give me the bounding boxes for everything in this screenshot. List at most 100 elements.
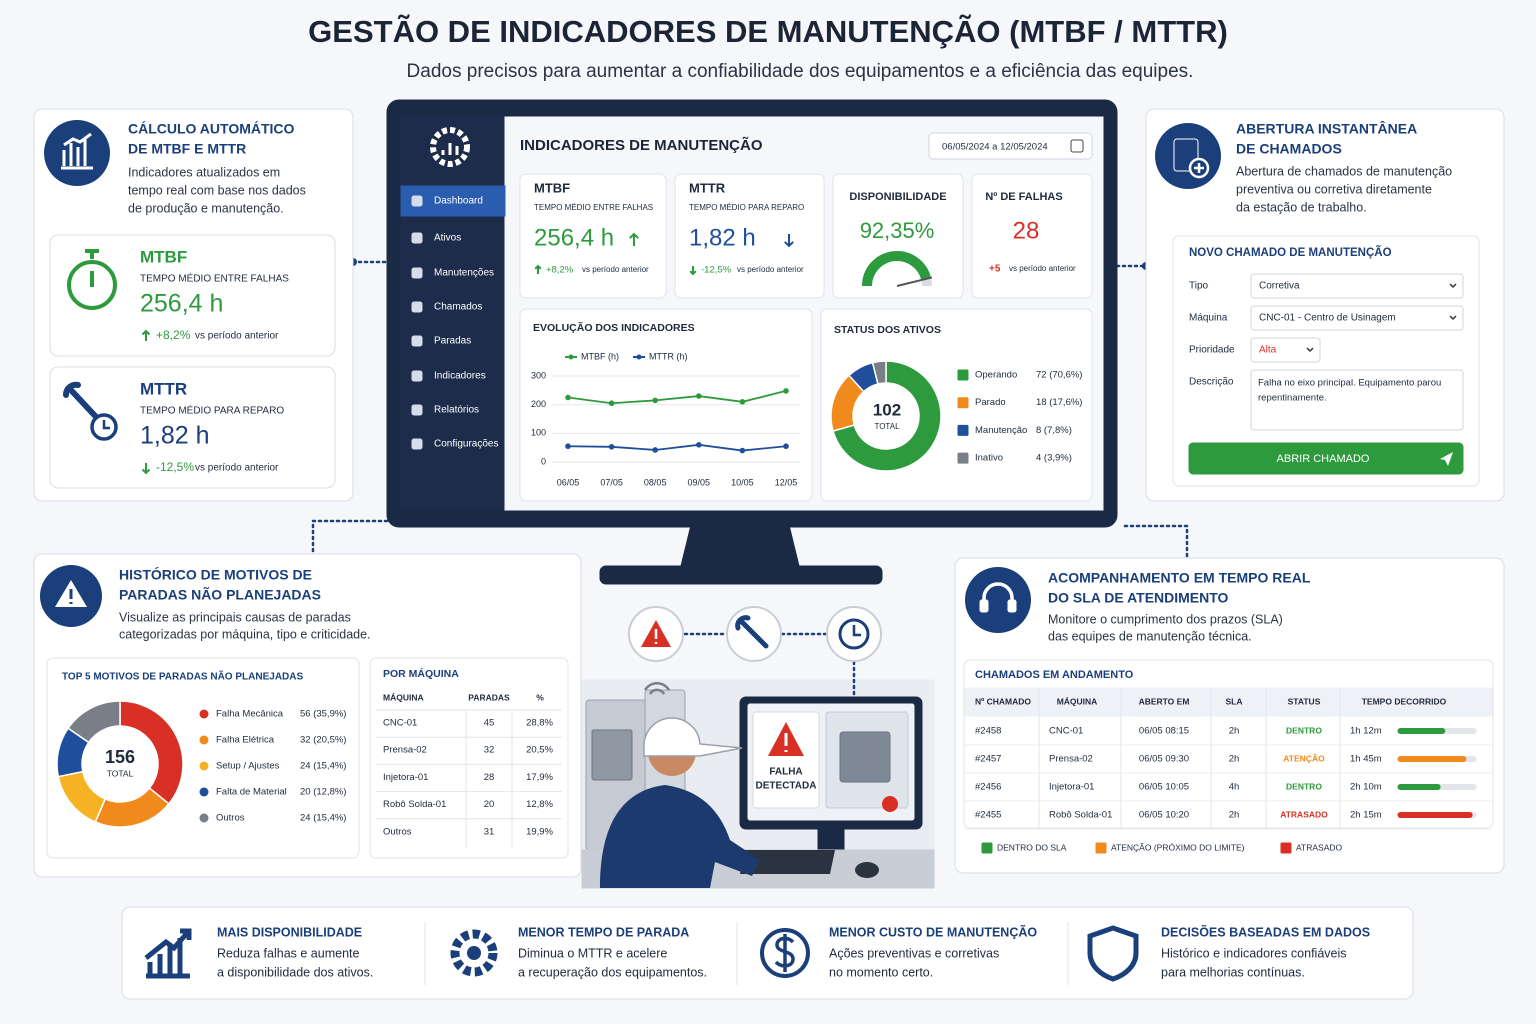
panel-text: preventiva ou corretiva diretamente xyxy=(1236,182,1432,196)
legend-label: Setup / Ajustes xyxy=(216,761,280,772)
machine xyxy=(591,729,633,781)
progress-bar xyxy=(1397,812,1473,818)
field-value: Alta xyxy=(1259,345,1277,356)
legend-label: Inativo xyxy=(975,453,1003,464)
menu-icon xyxy=(411,267,423,279)
kpi-name: DISPONIBILIDADE xyxy=(849,191,946,203)
series-line xyxy=(567,443,787,452)
kpi-change: -12,5% xyxy=(701,265,732,276)
legend-label: Falta de Material xyxy=(216,787,287,798)
menu-icon xyxy=(411,370,423,382)
metric-desc: TEMPO MÉDIO PARA REPARO xyxy=(140,404,284,417)
legend-label: ATENÇÃO (PRÓXIMO DO LIMITE) xyxy=(1111,842,1245,852)
benefit-icon xyxy=(760,928,810,978)
legend-label: MTBF (h) xyxy=(581,351,619,361)
legend-value: 72 (70,6%) xyxy=(1036,370,1082,381)
menu-label: Dashboard xyxy=(434,196,483,207)
data-point xyxy=(696,393,702,399)
metric-card xyxy=(49,234,336,357)
legend-swatch xyxy=(957,424,969,436)
status-cell: DENTRO xyxy=(1286,725,1322,735)
table-cell: Robô Solda-01 xyxy=(1049,810,1112,821)
field-label: Prioridade xyxy=(1189,345,1235,356)
data-point xyxy=(565,443,571,450)
y-tick-label: 300 xyxy=(531,370,546,380)
panel-title: DO SLA DE ATENDIMENTO xyxy=(1048,590,1229,606)
legend-swatch xyxy=(981,842,993,854)
table-title: POR MÁQUINA xyxy=(383,667,459,680)
select-chevron xyxy=(1449,283,1457,289)
menu-icon xyxy=(411,232,423,244)
select-field[interactable] xyxy=(1250,273,1464,299)
table-cell: 28 xyxy=(484,772,495,783)
mouse xyxy=(855,862,879,878)
trend-arrow xyxy=(141,329,151,341)
kpi-card xyxy=(674,173,825,299)
table-cell: Outros xyxy=(383,826,412,837)
menu-icon xyxy=(411,404,423,416)
table-cell: #2458 xyxy=(975,726,1001,737)
date-picker[interactable] xyxy=(928,132,1093,160)
x-tick-label: 10/05 xyxy=(731,477,754,487)
x-tick-label: 09/05 xyxy=(688,477,711,487)
calendar-icon xyxy=(1070,139,1084,153)
benefit-title: MENOR TEMPO DE PARADA xyxy=(518,925,689,939)
trend-arrow xyxy=(141,463,151,475)
column-header: Nº CHAMADO xyxy=(975,696,1031,706)
icon-clock xyxy=(102,420,110,430)
status-icon-clock xyxy=(838,618,870,650)
table-cell: 31 xyxy=(484,826,495,837)
table-cell: 2h 10m xyxy=(1350,782,1382,793)
progress-bar xyxy=(1397,728,1446,734)
benefit-icon xyxy=(1087,925,1139,982)
table-cell: 2h xyxy=(1229,754,1240,765)
benefit-text: Diminua o MTTR e acelere xyxy=(518,946,667,960)
table-title: CHAMADOS EM ANDAMENTO xyxy=(975,669,1134,681)
legend-label: MTTR (h) xyxy=(649,351,688,361)
select-field[interactable] xyxy=(1250,337,1321,363)
table-cell: CNC-01 xyxy=(383,718,417,729)
donut-segment xyxy=(67,700,121,744)
legend-swatch xyxy=(1095,842,1107,854)
benefit-text: no momento certo. xyxy=(829,965,933,979)
column-header: ABERTO EM xyxy=(1139,696,1190,706)
legend-value: 20 (12,8%) xyxy=(300,787,346,798)
dashboard-title: INDICADORES DE MANUTENÇÃO xyxy=(520,136,763,154)
kpi-desc: TEMPO MÉDIO ENTRE FALHAS xyxy=(534,203,653,212)
donut-segment xyxy=(871,360,887,385)
table-cell: 20 xyxy=(484,799,495,810)
worker-body xyxy=(600,785,760,888)
menu-icon xyxy=(411,335,423,347)
legend-label: Manutenção xyxy=(975,425,1027,436)
donut-total-label: TOTAL xyxy=(874,422,900,431)
submit-button[interactable] xyxy=(1188,442,1464,475)
chart-title: STATUS DOS ATIVOS xyxy=(834,324,941,336)
icon-circle xyxy=(965,567,1031,633)
kpi-value: 28 xyxy=(1013,217,1040,244)
panel-title: ACOMPANHAMENTO EM TEMPO REAL xyxy=(1048,570,1311,586)
donut-total: 102 xyxy=(873,400,901,419)
metric-card xyxy=(49,366,336,489)
panel-text: Indicadores atualizados em xyxy=(128,165,280,179)
field-value: CNC-01 - Centro de Usinagem xyxy=(1259,313,1396,324)
field-label: Tipo xyxy=(1189,281,1209,292)
kpi-value: 1,82 h xyxy=(689,224,756,251)
data-point xyxy=(652,397,658,404)
table-cell: Prensa-02 xyxy=(1049,754,1093,765)
metric-name: MTTR xyxy=(140,379,187,398)
select-field[interactable] xyxy=(1250,305,1464,331)
textarea-field[interactable] xyxy=(1250,369,1464,431)
app-logo xyxy=(441,143,459,155)
table-cell: 06/05 10:05 xyxy=(1139,782,1189,793)
kpi-card xyxy=(971,173,1093,299)
benefit-text: Ações preventivas e corretivas xyxy=(829,946,999,960)
column-header: PARADAS xyxy=(468,692,510,702)
status-cell: ATRASADO xyxy=(1280,809,1328,819)
kpi-change-note: vs período anterior xyxy=(737,265,804,274)
app-logo xyxy=(430,127,470,167)
donut-total-label: TOTAL xyxy=(107,768,134,778)
benefit-icon xyxy=(144,928,192,979)
data-point xyxy=(783,388,789,394)
icon-headset xyxy=(979,599,989,613)
